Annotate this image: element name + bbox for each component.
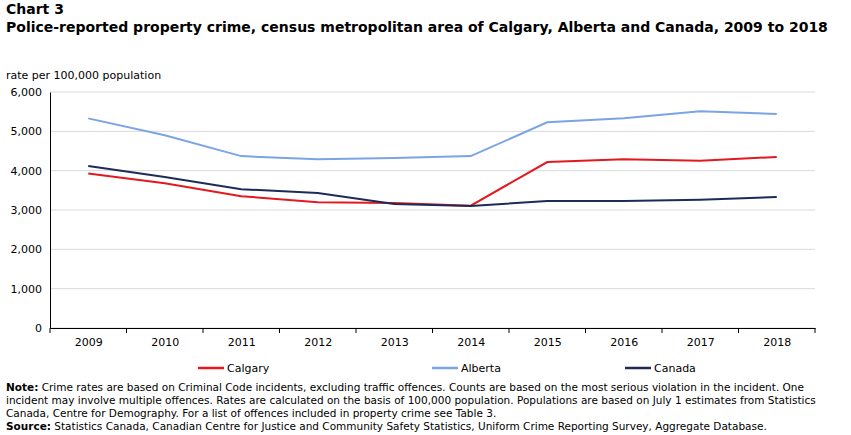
category-separator	[356, 328, 357, 333]
x-axis: 2009 2010 2011 2012 2013 2014 2015 2016 2017 2018	[51, 328, 816, 349]
legend-swatch	[432, 367, 458, 370]
category-separator	[585, 328, 586, 333]
y-tick: 0	[35, 322, 50, 335]
x-tick-label: 2012	[304, 336, 332, 349]
x-tick: 2017	[687, 328, 715, 349]
x-tick-label: 2016	[610, 336, 638, 349]
x-tick: 2016	[610, 328, 638, 349]
series-line	[88, 166, 777, 206]
x-tick: 2014	[457, 328, 485, 349]
legend-label: Calgary	[227, 362, 270, 375]
x-tick-label: 2009	[75, 336, 103, 349]
title-line: Police-reported property crime, census m…	[6, 19, 828, 35]
chart: Chart 3 Police-reported property crime, c…	[0, 0, 851, 380]
source: Source: Statistics Canada, Canadian Cent…	[6, 420, 846, 433]
y-axis-label: rate per 100,000 population	[6, 69, 161, 82]
category-separator	[50, 328, 51, 333]
x-tick-label: 2010	[151, 336, 179, 349]
x-tick-label: 2011	[228, 336, 256, 349]
y-tick: 1,000	[11, 283, 51, 296]
y-tick: 6,000	[11, 86, 51, 99]
lines	[88, 111, 777, 206]
legend-swatch	[625, 367, 651, 370]
x-tick-label: 2018	[763, 336, 791, 349]
series-line	[88, 157, 777, 206]
category-separators	[50, 328, 815, 333]
category-separator	[738, 328, 739, 333]
legend-label: Canada	[654, 362, 696, 375]
x-tick: 2013	[381, 328, 409, 349]
note: Note: Crime rates are based on Criminal …	[6, 381, 846, 420]
legend-swatch	[198, 367, 224, 370]
grid-line	[50, 92, 815, 93]
grid	[50, 92, 815, 328]
legend: Calgary Alberta Canada	[198, 362, 696, 375]
y-tick-label: 3,000	[11, 204, 43, 217]
category-separator	[126, 328, 127, 333]
category-separator	[432, 328, 433, 333]
source-label: Source:	[6, 420, 51, 432]
x-tick: 2010	[151, 328, 179, 349]
category-separator	[662, 328, 663, 333]
grid-line	[50, 131, 815, 132]
y-tick-label: 4,000	[11, 165, 43, 178]
y-tick-label: 0	[35, 322, 42, 335]
x-tick-label: 2017	[687, 336, 715, 349]
grid-line	[50, 288, 815, 289]
notes: Note: Crime rates are based on Criminal …	[6, 381, 846, 433]
note-label: Note:	[6, 381, 38, 393]
x-tick: 2018	[763, 328, 791, 349]
series-line	[88, 111, 777, 159]
x-tick-label: 2013	[381, 336, 409, 349]
chart-number: Chart 3	[6, 1, 64, 17]
y-tick-label: 6,000	[11, 86, 43, 99]
legend-item: Alberta	[432, 362, 501, 375]
y-tick-label: 2,000	[11, 243, 43, 256]
title: Police-reported property crime, census m…	[6, 19, 828, 35]
y-axis: 0 1,000 2,000 3,000 4,000 5,000 6,000	[11, 86, 51, 335]
x-tick-label: 2014	[457, 336, 485, 349]
x-tick: 2011	[228, 328, 256, 349]
x-tick: 2009	[75, 328, 103, 349]
y-tick: 2,000	[11, 243, 51, 256]
source-text: Statistics Canada, Canadian Centre for J…	[54, 420, 766, 432]
y-tick: 4,000	[11, 165, 51, 178]
note-text: Crime rates are based on Criminal Code i…	[6, 381, 816, 419]
category-separator	[815, 328, 816, 333]
grid-line	[50, 249, 815, 250]
x-tick: 2012	[304, 328, 332, 349]
y-tick-label: 1,000	[11, 283, 43, 296]
category-separator	[279, 328, 280, 333]
legend-item: Calgary	[198, 362, 270, 375]
x-tick-label: 2015	[534, 336, 562, 349]
legend-item: Canada	[625, 362, 696, 375]
grid-line	[50, 170, 815, 171]
grid-line	[50, 210, 815, 211]
y-tick-label: 5,000	[11, 125, 43, 138]
y-tick: 3,000	[11, 204, 51, 217]
category-separator	[203, 328, 204, 333]
legend-label: Alberta	[461, 362, 501, 375]
y-tick: 5,000	[11, 125, 51, 138]
y-axis-line	[50, 93, 51, 329]
x-tick: 2015	[534, 328, 562, 349]
category-separator	[509, 328, 510, 333]
